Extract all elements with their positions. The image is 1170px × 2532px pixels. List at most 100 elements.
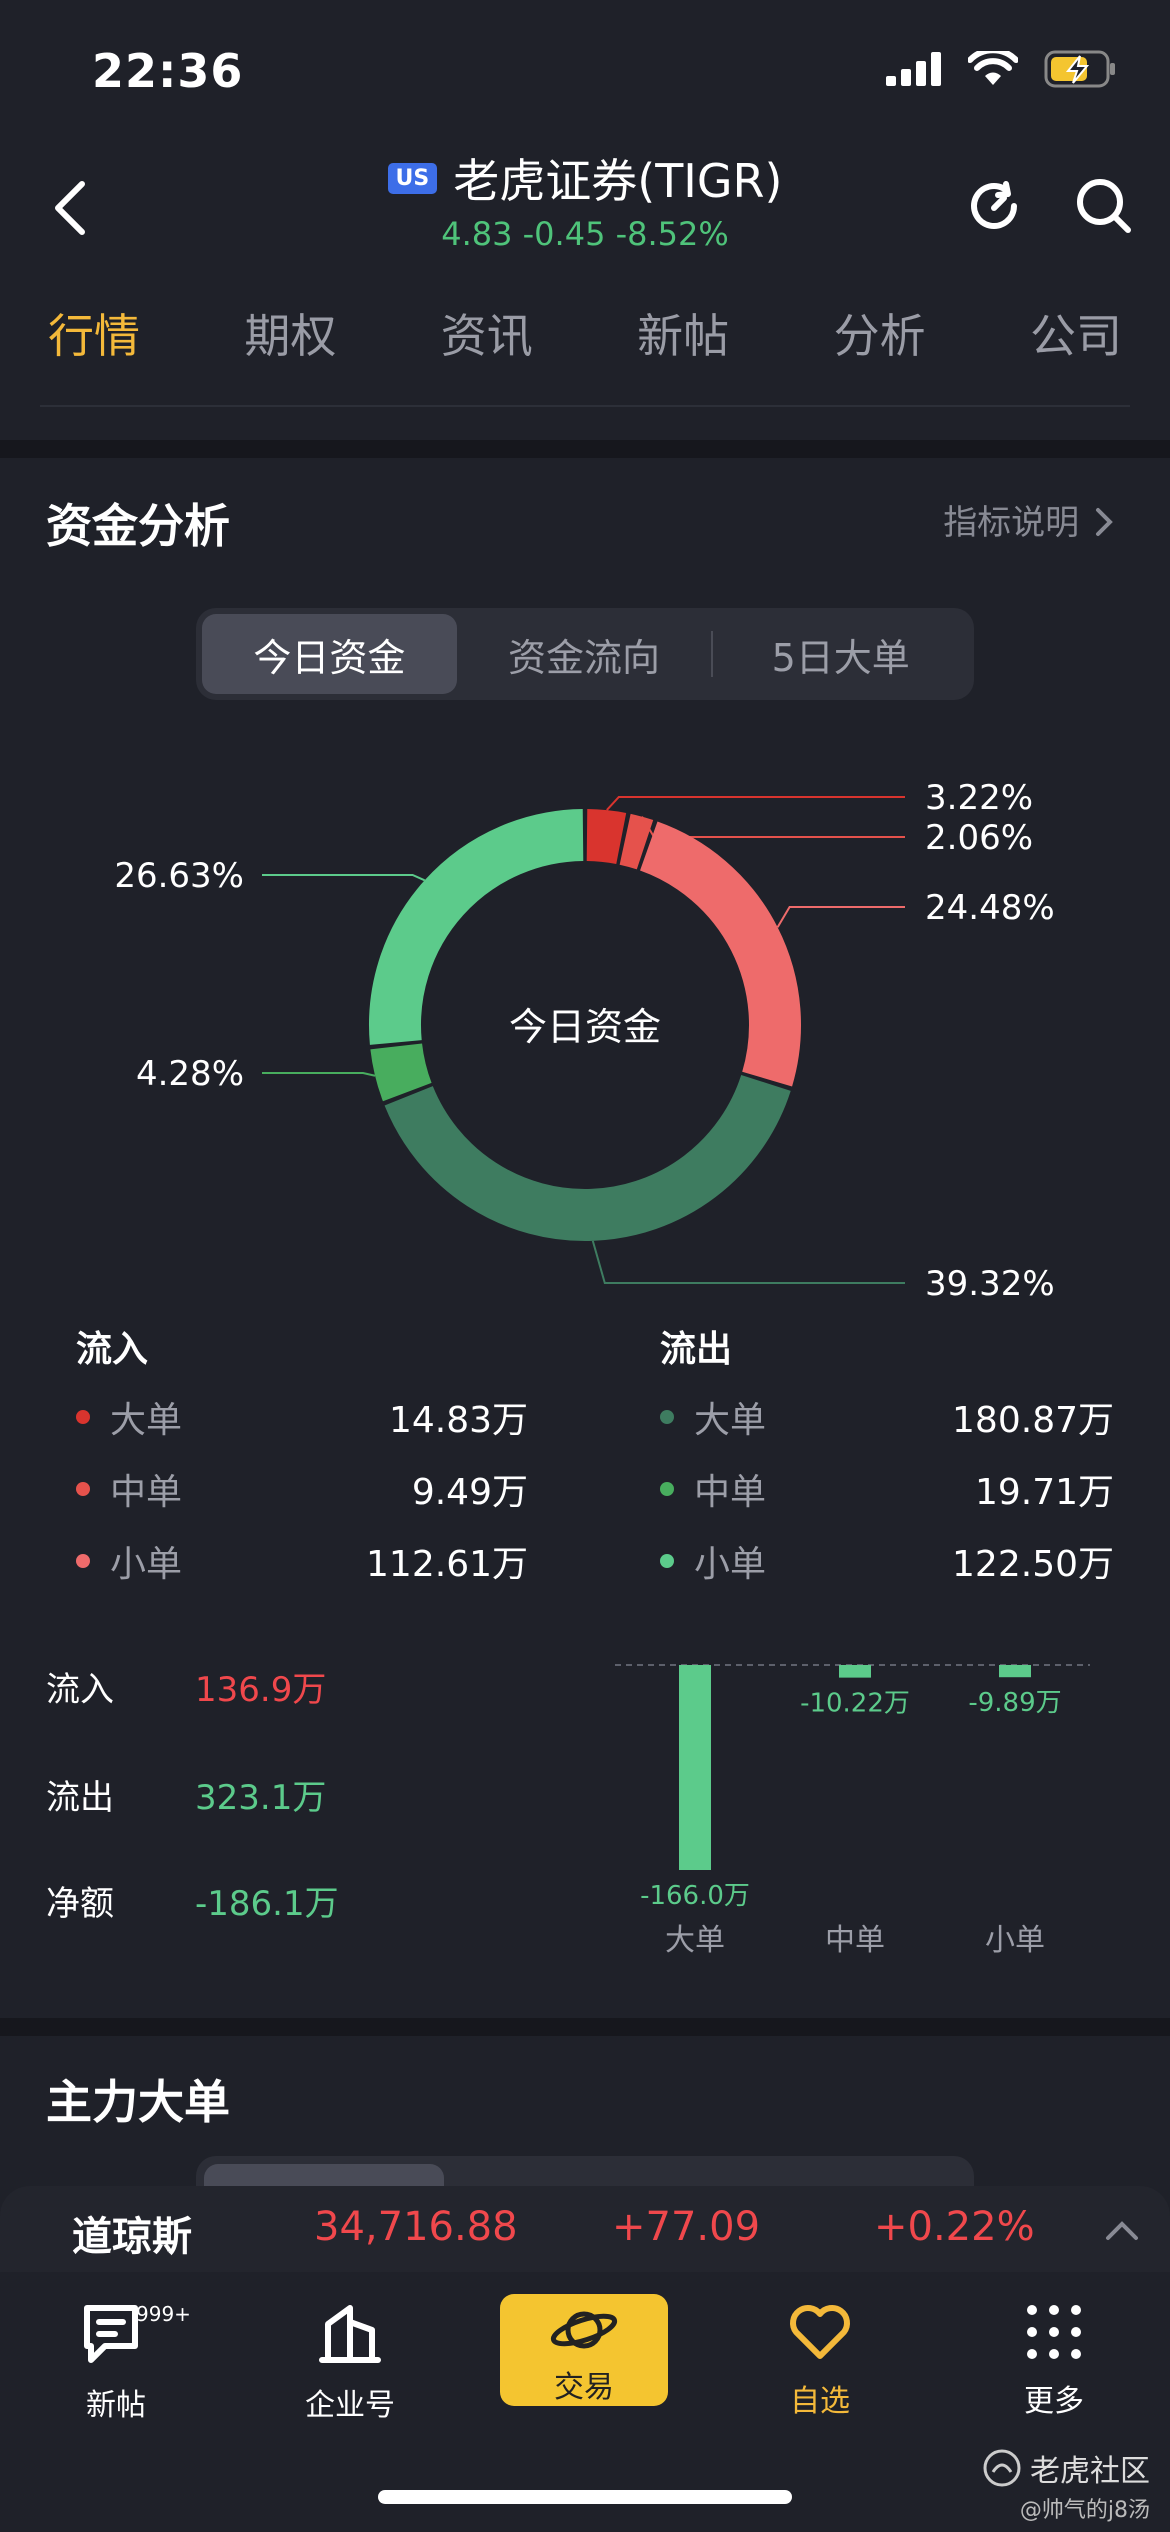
tab-company[interactable]: 公司 — [1029, 309, 1122, 363]
summary-outflow-label: 流出 — [46, 1778, 114, 1818]
back-arrow-icon[interactable] — [50, 178, 90, 238]
index-name: 道琼斯 — [72, 2214, 192, 2260]
tab-analysis[interactable]: 分析 — [833, 309, 926, 363]
donut-slice-label: 26.63% — [114, 856, 244, 896]
tab-news[interactable]: 资讯 — [440, 309, 533, 363]
chevron-up-icon[interactable] — [1104, 2218, 1140, 2242]
signal-icon — [886, 52, 941, 86]
legend-dot — [76, 1554, 90, 1568]
donut-center-label: 今日资金 — [509, 1005, 661, 1049]
price-change: -0.45 — [522, 215, 606, 253]
legend-item: 大单 14.83万 — [76, 1392, 528, 1442]
segment-today[interactable]: 今日资金 — [202, 614, 457, 694]
donut-slice — [586, 809, 627, 865]
divider — [40, 405, 1130, 407]
legend-value: 180.87万 — [952, 1400, 1114, 1441]
tab-options[interactable]: 期权 — [244, 309, 337, 363]
donut-leader-line — [262, 1072, 376, 1077]
donut-slice-label: 4.28% — [136, 1054, 244, 1094]
donut-slice-label: 39.32% — [925, 1264, 1055, 1304]
tab-quotes[interactable]: 行情 — [48, 309, 140, 363]
legend-value: 19.71万 — [974, 1472, 1114, 1513]
home-indicator[interactable] — [378, 2490, 792, 2504]
donut-slice-label: 24.48% — [925, 888, 1055, 928]
heart-icon — [790, 2305, 850, 2359]
price: 4.83 — [441, 215, 513, 253]
bar — [999, 1665, 1031, 1678]
donut-slice — [384, 1074, 791, 1241]
watermark-brand: 老虎社区 — [1030, 2454, 1150, 2489]
legend-item: 小单 122.50万 — [660, 1536, 1114, 1586]
stock-tabs: 行情 期权 资讯 新帖 分析 公司 — [0, 300, 1170, 366]
legend-label: 大单 — [110, 1400, 183, 1441]
summary-inflow-label: 流入 — [46, 1670, 114, 1710]
donut-slice-label: 3.22% — [925, 778, 1033, 818]
legend-value: 14.83万 — [388, 1400, 528, 1441]
donut-slice — [369, 809, 584, 1045]
building-icon — [319, 2305, 381, 2363]
legend-dot — [76, 1410, 90, 1424]
bar-category-label: 中单 — [825, 1923, 885, 1958]
nav-trade[interactable]: 交易 — [500, 2294, 668, 2406]
planet-icon — [550, 2311, 618, 2349]
legend-value: 112.61万 — [366, 1544, 528, 1585]
legend-item: 小单 112.61万 — [76, 1536, 528, 1586]
nav-posts[interactable]: 999+ 新帖 — [36, 2302, 196, 2424]
index-change: +77.09 — [612, 2204, 761, 2250]
grid-icon — [1027, 2305, 1081, 2359]
legend-value: 9.49万 — [411, 1472, 528, 1513]
watermark: 老虎社区 — [982, 2446, 1150, 2490]
capital-donut-chart: 今日资金 3.22%2.06% 24.48% 39.32% 4.28% 26.63% — [114, 778, 1055, 1304]
price-change-pct: -8.52% — [615, 215, 729, 253]
index-value: 34,716.88 — [314, 2204, 518, 2250]
tab-posts[interactable]: 新帖 — [637, 309, 730, 363]
section-title-capital: 资金分析 — [46, 499, 230, 553]
summary-inflow-value: 136.9万 — [195, 1670, 327, 1710]
status-icons — [886, 50, 1116, 88]
quote-row: 4.83 -0.45 -8.52% — [0, 215, 1170, 253]
legend-item: 中单 19.71万 — [660, 1464, 1114, 1514]
search-icon[interactable] — [1074, 176, 1134, 236]
donut-slice-label: 2.06% — [925, 818, 1033, 858]
legend-dot — [660, 1410, 674, 1424]
donut-slice — [619, 813, 654, 870]
legend-value: 122.50万 — [952, 1544, 1114, 1585]
section-title-main-orders: 主力大单 — [46, 2075, 230, 2129]
refresh-icon[interactable] — [966, 176, 1026, 236]
donut-slice — [370, 1042, 432, 1102]
nav-watchlist[interactable]: 自选 — [740, 2302, 900, 2420]
stock-title-row: US 老虎证券(TIGR) — [0, 145, 1170, 211]
nav-enterprise[interactable]: 企业号 — [270, 2302, 430, 2424]
wifi-icon — [968, 51, 1018, 85]
nav-label: 企业号 — [305, 2388, 395, 2423]
summary-net-value: -186.1万 — [195, 1884, 339, 1924]
legend-dot — [76, 1482, 90, 1496]
summary-net-label: 净额 — [46, 1884, 114, 1924]
legend-item: 中单 9.49万 — [76, 1464, 528, 1514]
bar-category-label: 小单 — [985, 1923, 1045, 1958]
bar-value-label: -9.89万 — [968, 1688, 1061, 1718]
posts-icon — [84, 2305, 138, 2363]
posts-badge: 999+ — [136, 2302, 191, 2326]
bar-category-label: 大单 — [665, 1923, 725, 1958]
index-ticker-bar[interactable] — [0, 2186, 1170, 2272]
watermark-user: @帅气的j8汤 — [1019, 2498, 1150, 2523]
battery-icon — [1044, 50, 1115, 88]
index-change-pct: +0.22% — [874, 2204, 1035, 2250]
segment-flow[interactable]: 资金流向 — [508, 635, 661, 680]
indicator-help-link[interactable]: 指标说明 — [943, 495, 1114, 544]
chevron-right-icon — [1096, 508, 1113, 536]
segment-5day[interactable]: 5日大单 — [771, 635, 910, 680]
legend-dot — [660, 1554, 674, 1568]
bar — [679, 1665, 711, 1870]
section-separator — [0, 440, 1170, 458]
donut-slice — [639, 821, 801, 1087]
section-separator — [0, 2018, 1170, 2036]
legend-label: 中单 — [110, 1472, 183, 1513]
legend-label: 大单 — [694, 1400, 767, 1441]
donut-leader-line — [606, 796, 905, 811]
nav-more[interactable]: 更多 — [974, 2302, 1134, 2420]
legend-outflow-title: 流出 — [660, 1329, 733, 1370]
bar-value-label: -166.0万 — [640, 1881, 750, 1911]
